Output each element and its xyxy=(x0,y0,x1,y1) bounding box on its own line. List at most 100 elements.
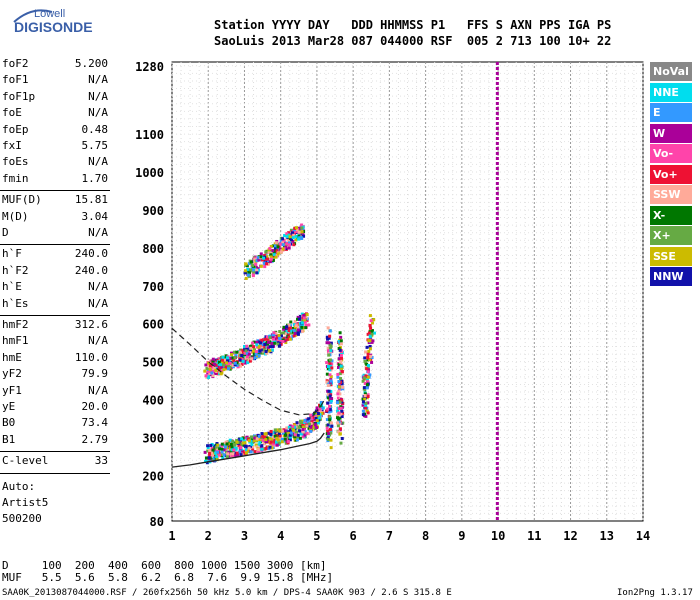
echo-point xyxy=(336,396,340,400)
echo-point xyxy=(285,426,289,430)
legend-item-x-: X+ xyxy=(650,226,692,245)
echo-point xyxy=(338,392,342,396)
echo-point xyxy=(287,231,291,235)
param-value: N/A xyxy=(88,89,108,103)
echo-point xyxy=(277,441,281,445)
param-value: 33 xyxy=(94,454,108,468)
echo-point xyxy=(305,418,309,422)
echo-point xyxy=(264,432,268,436)
echo-point xyxy=(246,361,250,365)
footer-version: Ion2Png 1.3.17 xyxy=(617,588,693,598)
echo-point xyxy=(229,452,233,456)
echo-point xyxy=(283,233,287,237)
echo-point xyxy=(288,235,292,239)
echo-point xyxy=(247,449,251,453)
y-tick-label: 900 xyxy=(142,204,164,218)
echo-point xyxy=(329,446,333,450)
echo-point xyxy=(307,432,311,436)
echo-point xyxy=(253,450,257,454)
echo-point xyxy=(207,456,211,460)
echo-point xyxy=(240,362,244,366)
echo-point xyxy=(265,351,269,355)
param-key: foE xyxy=(2,106,22,120)
echo-point xyxy=(339,441,343,445)
echo-point xyxy=(297,317,301,321)
echo-point xyxy=(252,270,256,274)
echo-point xyxy=(254,350,258,354)
echo-point xyxy=(206,449,210,453)
echo-point xyxy=(307,323,311,327)
echo-point xyxy=(364,403,368,407)
echo-point xyxy=(366,370,370,374)
echo-point xyxy=(328,408,332,412)
param-value: 79.9 xyxy=(81,367,109,381)
param-value: 240.0 xyxy=(74,263,108,277)
echo-point xyxy=(328,415,332,419)
echo-point xyxy=(260,447,264,451)
echo-point xyxy=(329,383,333,387)
echo-point xyxy=(273,428,277,432)
echo-point xyxy=(326,396,330,400)
echo-point xyxy=(368,344,372,348)
echo-point xyxy=(226,359,230,363)
echo-point xyxy=(288,438,292,442)
echo-point xyxy=(245,344,249,348)
echo-point xyxy=(249,260,253,264)
echo-point xyxy=(213,362,217,366)
x-tick-label: 14 xyxy=(636,529,650,543)
param-value: 5.200 xyxy=(74,57,108,70)
echo-point xyxy=(367,339,371,343)
echo-point xyxy=(232,359,236,363)
echo-point xyxy=(336,421,340,425)
echo-point xyxy=(224,365,228,369)
param-value: 5.75 xyxy=(81,139,109,152)
echo-point xyxy=(339,405,343,409)
echo-point xyxy=(262,447,266,451)
echo-point xyxy=(263,432,267,436)
echo-point xyxy=(300,329,304,333)
echo-point xyxy=(255,340,259,344)
echo-point xyxy=(268,345,272,349)
echo-point xyxy=(258,438,262,442)
echo-point xyxy=(320,411,324,415)
echo-point xyxy=(217,357,221,361)
legend-item-nnw: NNW xyxy=(650,267,692,286)
echo-point xyxy=(252,352,256,356)
echo-point xyxy=(302,316,306,320)
echo-point xyxy=(243,351,247,355)
echo-point xyxy=(221,360,225,364)
echo-point xyxy=(208,371,212,375)
echo-point xyxy=(225,455,229,459)
echo-point xyxy=(270,342,274,346)
echo-point xyxy=(269,440,273,444)
echo-point xyxy=(211,458,215,462)
echo-point xyxy=(370,340,374,344)
echo-point xyxy=(270,348,274,352)
echo-point xyxy=(313,423,317,427)
echo-point xyxy=(369,326,373,330)
param-key: yE xyxy=(2,400,16,413)
echo-point xyxy=(268,349,272,353)
echo-point xyxy=(337,357,341,361)
echo-point xyxy=(243,344,247,348)
echo-point xyxy=(246,445,250,449)
echo-point xyxy=(340,400,344,404)
echo-point xyxy=(225,361,229,365)
echo-point xyxy=(328,404,332,408)
param-value: 1.70 xyxy=(81,171,109,185)
echo-point xyxy=(292,232,296,236)
y-tick-label: 1280 xyxy=(135,60,164,74)
echo-point xyxy=(325,418,329,422)
param-key: C-level xyxy=(2,454,49,468)
echo-point xyxy=(253,439,257,443)
echo-point xyxy=(235,440,239,444)
echo-point xyxy=(329,400,333,404)
echo-point xyxy=(362,401,366,405)
echo-point xyxy=(264,257,268,261)
echo-point xyxy=(251,341,255,345)
echo-point xyxy=(250,263,254,267)
param-key: hmF2 xyxy=(2,318,29,331)
legend-item-nne: NNE xyxy=(650,82,692,102)
echo-point xyxy=(340,366,344,370)
echo-point xyxy=(263,265,267,269)
